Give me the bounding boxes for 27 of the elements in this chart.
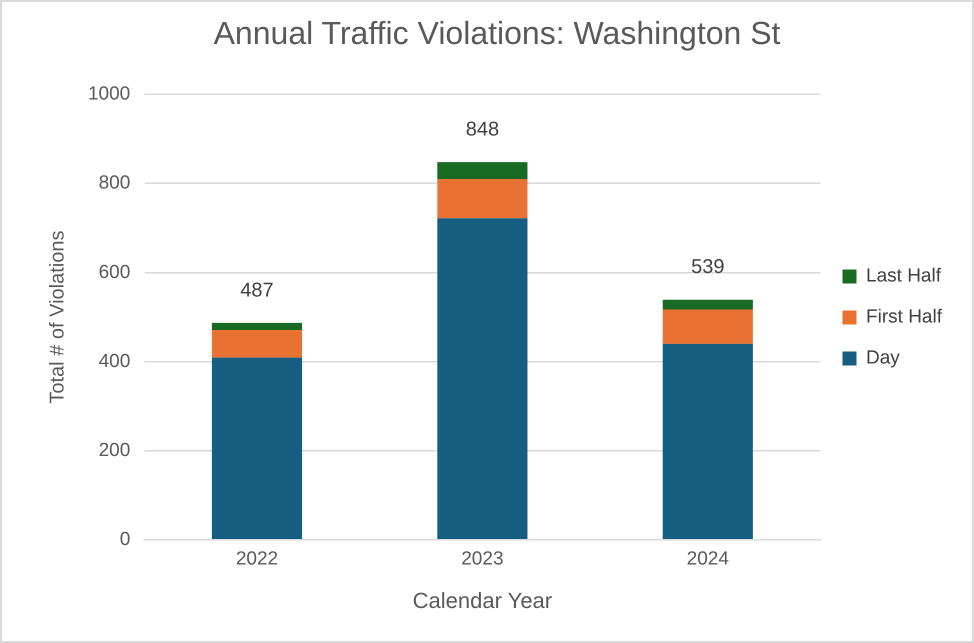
bar <box>662 344 753 540</box>
total-label: 848 <box>466 118 500 141</box>
x-tick-label: 2022 <box>236 548 278 570</box>
y-tick-label: 400 <box>98 350 130 372</box>
x-tick-label: 2024 <box>686 548 730 570</box>
bar <box>437 162 528 180</box>
x-axis-title: Calendar Year <box>412 588 552 613</box>
y-tick-label: 600 <box>98 262 130 283</box>
total-label: 539 <box>691 256 724 278</box>
bar <box>212 330 302 358</box>
bar <box>212 322 302 330</box>
y-tick-label: 800 <box>98 172 130 194</box>
y-tick-label: 200 <box>98 440 130 461</box>
bar <box>212 358 302 540</box>
legend-label: Day <box>866 348 900 369</box>
y-tick-label: 0 <box>120 529 130 550</box>
y-tick-label: 1000 <box>88 84 130 105</box>
legend-label: First Half <box>866 306 943 328</box>
bar <box>437 218 528 540</box>
chart-title: Annual Traffic Violations: Washington St <box>214 15 781 52</box>
y-axis-title: Total # of Violations <box>46 230 69 404</box>
total-label: 487 <box>240 279 274 302</box>
bar <box>662 310 753 344</box>
x-tick-label: 2023 <box>461 548 504 570</box>
legend-label: Last Half <box>866 266 942 287</box>
bar <box>662 300 753 310</box>
bar <box>437 179 528 218</box>
